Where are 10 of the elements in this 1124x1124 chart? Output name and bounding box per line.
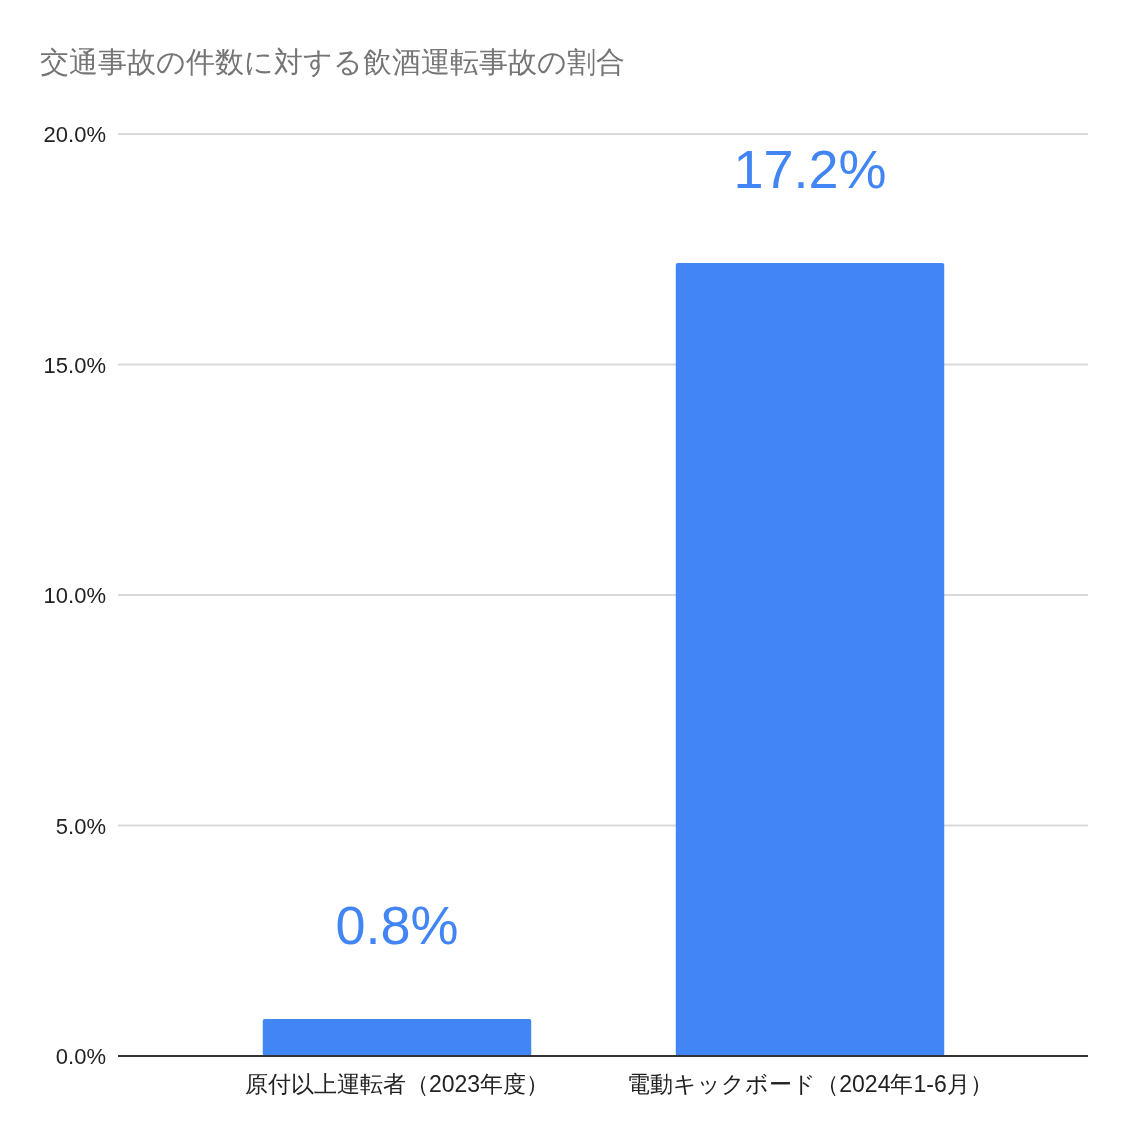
y-tick-label: 20.0% <box>43 122 106 147</box>
data-label: 17.2% <box>733 139 887 200</box>
y-tick-label: 0.0% <box>55 1044 106 1069</box>
x-tick-label: 原付以上運転者（2023年度） <box>244 1071 550 1097</box>
y-tick-label: 10.0% <box>43 583 106 608</box>
data-label: 0.8% <box>335 895 459 956</box>
chart-title: 交通事故の件数に対する飲酒運転事故の割合 <box>40 46 625 78</box>
y-tick-label: 5.0% <box>55 813 106 839</box>
x-tick-label: 電動キックボード（2024年1-6月） <box>627 1071 993 1097</box>
y-tick-label: 15.0% <box>43 352 106 378</box>
